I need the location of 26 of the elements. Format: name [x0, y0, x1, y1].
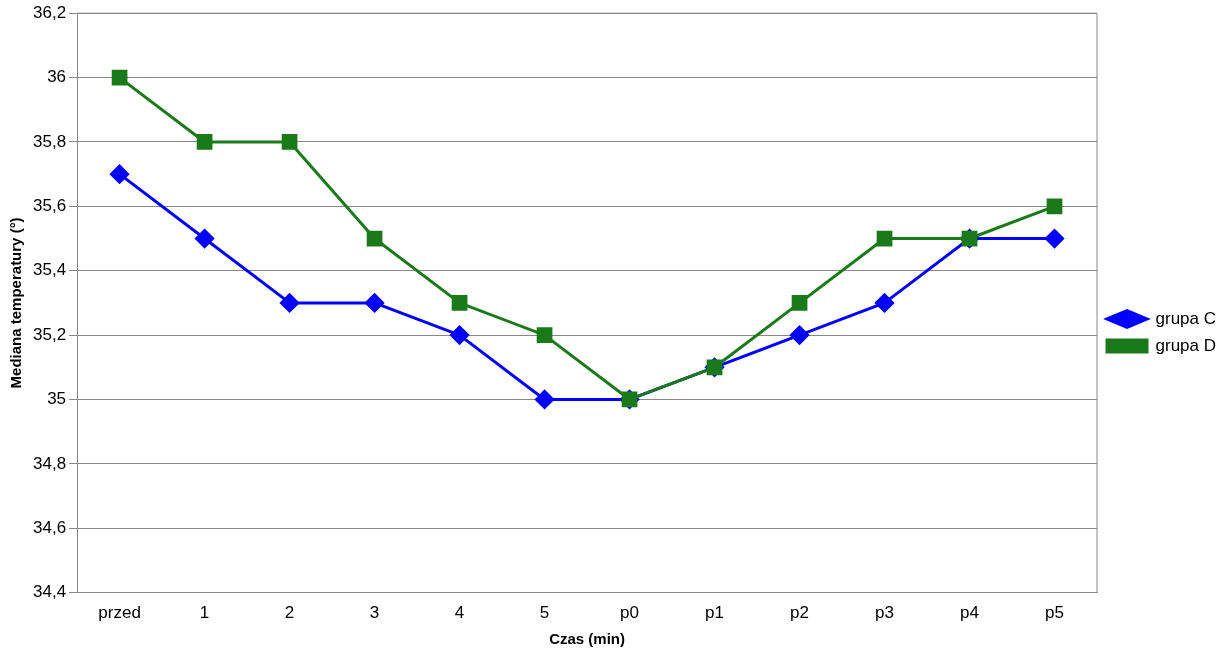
- y-tick-label: 35,4: [32, 260, 67, 280]
- x-tick-label: p5: [1045, 603, 1064, 623]
- x-tick-label: 3: [369, 603, 380, 623]
- y-tick-label: 35,8: [32, 131, 67, 151]
- x-tick-label: 1: [199, 603, 210, 623]
- y-tick-label: 35,2: [32, 324, 67, 344]
- x-tick-label: p2: [790, 603, 809, 623]
- y-tick-label: 35: [47, 389, 67, 409]
- x-tick-label: 4: [454, 603, 465, 623]
- x-tick-label: p0: [620, 603, 640, 623]
- y-tick-label: 35,6: [32, 196, 67, 216]
- y-axis-title: Mediana temperatury (°): [7, 217, 25, 389]
- y-tick-label: 34,6: [32, 517, 67, 537]
- y-tick-label: 36: [47, 67, 67, 87]
- legend-label: grupa C: [1155, 308, 1216, 328]
- x-tick-label: p1: [705, 603, 725, 623]
- y-tick-label: 34,8: [32, 453, 67, 473]
- x-tick-label: 2: [284, 603, 295, 623]
- x-tick-label: p4: [960, 603, 979, 623]
- y-tick-label: 36,2: [32, 2, 67, 22]
- x-tick-label: przed: [98, 603, 141, 623]
- legend-label: grupa D: [1155, 335, 1216, 355]
- x-axis-title: Czas (min): [549, 630, 625, 648]
- x-tick-label: 5: [539, 603, 550, 623]
- y-tick-label: 34,4: [32, 582, 67, 602]
- x-tick-label: p3: [875, 603, 894, 623]
